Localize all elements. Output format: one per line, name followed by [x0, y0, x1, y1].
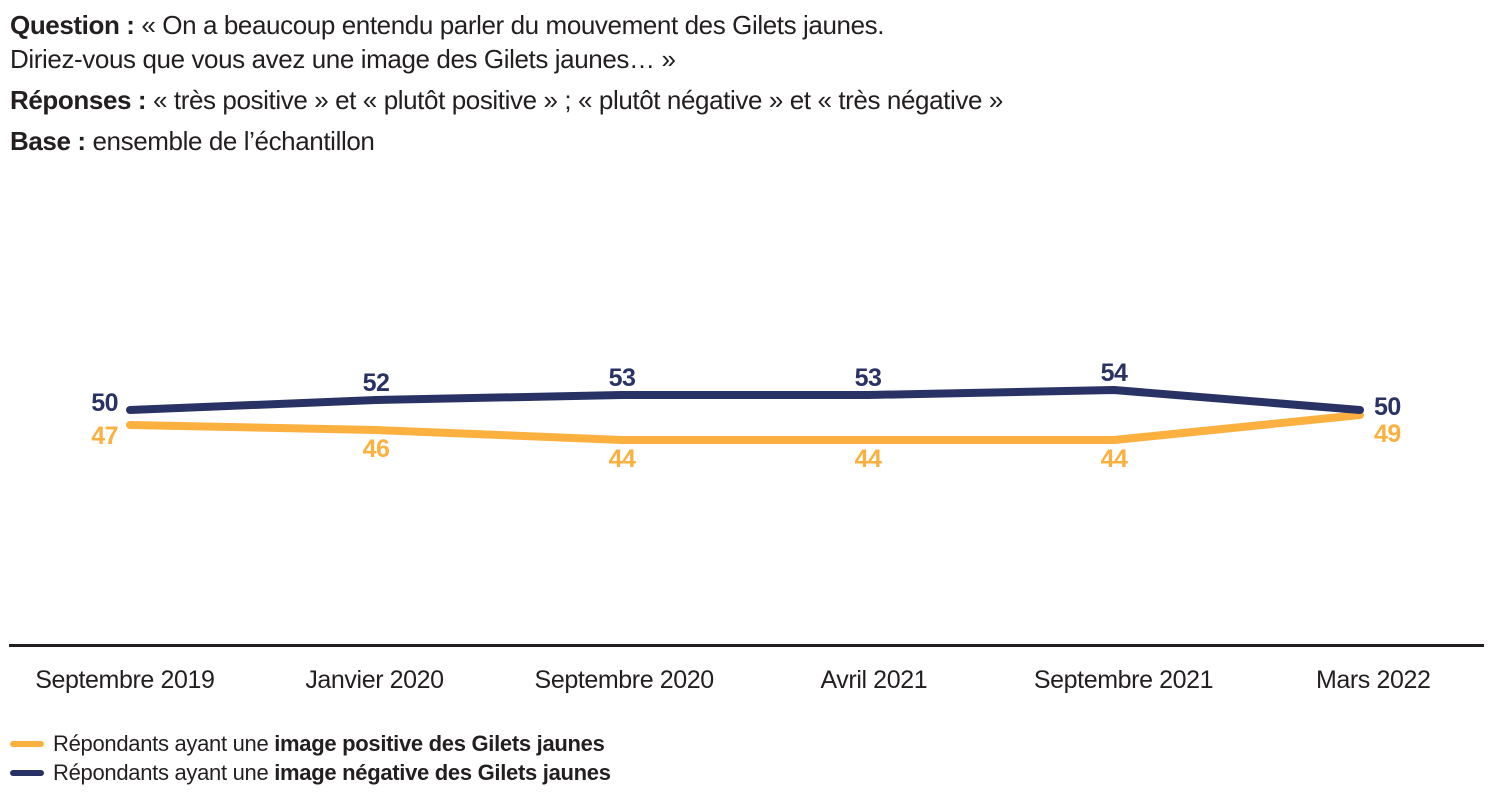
- value-label-positive-5: 49: [1374, 420, 1401, 448]
- responses-text: « très positive » et « plutôt positive »…: [152, 85, 1003, 115]
- legend-line-swatch-positive: [10, 740, 44, 747]
- x-axis-line: [9, 644, 1484, 647]
- series-line-negative: [126, 386, 1364, 414]
- x-axis-labels: Septembre 2019 Janvier 2020 Septembre 2020…: [0, 666, 1498, 695]
- series-line-positive: [126, 411, 1364, 444]
- value-label-positive-4: 44: [1100, 445, 1128, 473]
- value-label-positive-2: 44: [608, 445, 636, 473]
- legend-item-positive: Répondants ayant une image positive des …: [10, 729, 611, 758]
- legend-label-negative: Répondants ayant une image négative des …: [53, 759, 611, 785]
- question-block: Question : « On a beaucoup entendu parle…: [10, 8, 1003, 158]
- question-line-2: Diriez-vous que vous avez une image des …: [10, 44, 676, 74]
- x-axis-label-5: Mars 2022: [1315, 666, 1431, 694]
- question-line-1: Question : « On a beaucoup entendu parle…: [10, 8, 1003, 42]
- value-label-positive-3: 44: [854, 445, 882, 473]
- base-label: Base :: [10, 126, 86, 156]
- x-axis-label-2: Septembre 2020: [534, 666, 715, 694]
- x-axis-label-0: Septembre 2019: [35, 666, 215, 694]
- x-axis-label-1: Janvier 2020: [305, 666, 444, 694]
- value-label-positive-1: 46: [362, 435, 390, 463]
- x-axis-label-4: Septembre 2021: [1033, 666, 1214, 694]
- x-axis-label-3: Avril 2021: [820, 666, 928, 694]
- value-label-negative-2: 53: [608, 364, 636, 392]
- legend-item-negative: Répondants ayant une image négative des …: [10, 758, 611, 787]
- question-label: Question :: [10, 10, 135, 40]
- value-label-negative-3: 53: [854, 364, 882, 392]
- value-label-negative-4: 54: [1100, 359, 1128, 387]
- question-text-1: « On a beaucoup entendu parler du mouvem…: [141, 10, 885, 40]
- value-label-negative-0: 50: [91, 389, 118, 417]
- chart-legend: Répondants ayant une image positive des …: [10, 729, 611, 787]
- base-text: ensemble de l’échantillon: [92, 126, 375, 156]
- value-label-negative-5: 50: [1374, 393, 1401, 421]
- legend-label-positive: Répondants ayant une image positive des …: [53, 730, 605, 756]
- value-label-positive-0: 47: [91, 422, 118, 450]
- base-line: Base : ensemble de l’échantillon: [10, 124, 1003, 158]
- value-label-negative-1: 52: [362, 369, 390, 397]
- responses-line: Réponses : « très positive » et « plutôt…: [10, 83, 1003, 117]
- responses-label: Réponses :: [10, 85, 147, 115]
- legend-line-swatch-negative: [10, 769, 44, 776]
